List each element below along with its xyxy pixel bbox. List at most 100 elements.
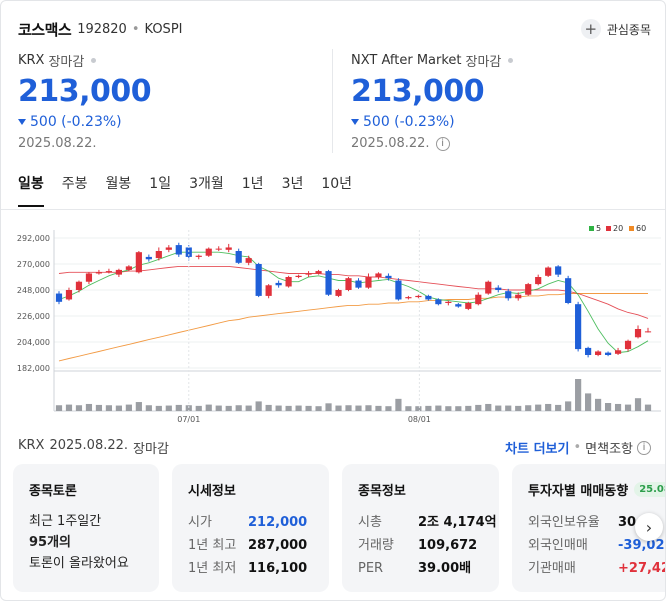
volume-bar (265, 404, 272, 411)
row-key: 거래량 (358, 538, 394, 553)
row-value: 39.00배 (418, 561, 472, 576)
candle-body (165, 247, 172, 250)
volume-bar (345, 405, 352, 411)
legend-swatch (589, 226, 594, 231)
candlestick-chart[interactable]: 292,000 270,000 248,000 226,000 204,000 182,0… (1, 216, 665, 428)
volume-bar (145, 405, 152, 411)
investor-trend-card[interactable]: 투자자별 매매동향 25.08 외국인보유율30.19 외국인매매-39,02 … (512, 464, 666, 592)
candle-body (545, 267, 552, 276)
candle-body (265, 285, 272, 296)
card-title: 종목정보 (358, 484, 406, 499)
tab-3year[interactable]: 3년 (281, 176, 304, 192)
tab-weekly[interactable]: 주봉 (61, 176, 88, 192)
chart-meta: KRX 2025.08.22. 장마감 (18, 438, 169, 457)
volume-bar (65, 404, 73, 411)
candle-body (425, 295, 432, 300)
candle-body (205, 248, 212, 256)
next-arrow-button[interactable]: › (635, 513, 663, 541)
volume-bar (275, 405, 282, 411)
krx-price-panel: KRX 장마감 213,000 500 (-0.23%) 2025.08.22. (18, 51, 152, 151)
volume-bar (634, 398, 642, 411)
candle-body (295, 275, 302, 277)
candle-body (105, 271, 113, 273)
volume-bar (195, 405, 202, 411)
y-tick-label: 226,000 (17, 312, 50, 321)
y-tick-label: 270,000 (17, 260, 50, 269)
tab-3month[interactable]: 3개월 (189, 176, 224, 192)
candle-body (255, 264, 262, 296)
candle-body (455, 304, 462, 307)
candle-body (485, 281, 492, 294)
volume-bar (205, 404, 212, 411)
volume-bar (624, 404, 632, 411)
tab-daily[interactable]: 일봉 (18, 173, 44, 207)
stock-name[interactable]: 코스맥스 (18, 20, 72, 39)
volume-bar (455, 406, 462, 411)
info-row: 1년 최고 287,000 (188, 534, 313, 557)
row-value: +27,42 (618, 561, 666, 576)
tabs-divider (1, 209, 665, 210)
volume-bar (295, 405, 302, 411)
volume-bar (415, 406, 422, 411)
krx-source-row: KRX 장마감 (18, 51, 151, 70)
separator-dot: • (573, 440, 582, 455)
volume-bar (555, 404, 562, 411)
stock-info-card[interactable]: 종목정보 시총 2조 4,174억 거래량 109,672 PER 39.00배 (342, 464, 499, 592)
candle-body (215, 248, 222, 250)
volume-bar (475, 404, 482, 411)
candle-body (495, 287, 502, 290)
discussion-card[interactable]: 종목토론 최근 1주일간 95개의 토론이 올라왔어요 (13, 464, 159, 592)
candle-body (355, 280, 362, 288)
separator-dot: • (131, 21, 140, 37)
krx-price: 213,000 (18, 74, 152, 109)
volume-bar (325, 403, 332, 411)
candle-body (95, 272, 103, 274)
candle-body (225, 247, 232, 250)
row-key: 시총 (358, 515, 382, 530)
volume-bar (175, 404, 182, 411)
nxt-change: 500 (-0.23%) (363, 114, 455, 130)
tab-1year[interactable]: 1년 (241, 176, 264, 192)
candle-body (585, 347, 592, 355)
candle-body (445, 301, 452, 303)
market-info-card[interactable]: 시세정보 시가 212,000 1년 최고 287,000 1년 최저 116,100 (172, 464, 329, 592)
volume-bar (395, 398, 402, 411)
candle-body (535, 277, 542, 285)
tab-1day[interactable]: 1일 (149, 176, 172, 192)
candle-body (614, 350, 622, 354)
tab-10year[interactable]: 10년 (321, 176, 353, 192)
tab-monthly[interactable]: 월봉 (105, 176, 132, 192)
disclaimer-link[interactable]: 면책조항 (585, 442, 633, 457)
candle-body (145, 256, 152, 260)
nxt-status: 장마감 (465, 55, 502, 70)
nxt-change-row: 500 (-0.23%) (351, 114, 513, 130)
candle-body (195, 255, 202, 257)
volume-bar (125, 404, 132, 411)
candle-body (435, 299, 442, 305)
volume-bar (155, 405, 162, 411)
volume-bar (225, 405, 232, 411)
info-icon[interactable]: i (435, 136, 450, 151)
row-key: 기관매매 (528, 561, 576, 576)
volume-bar (644, 404, 652, 411)
candle-body (115, 269, 122, 275)
nxt-source-row: NXT After Market 장마감 (351, 51, 514, 70)
candle-body (594, 351, 602, 355)
candle-body (624, 340, 632, 350)
ma20-line (58, 265, 649, 319)
date-badge: 25.08 (634, 482, 665, 497)
row-value: 2조 4,174억 (418, 515, 497, 530)
info-icon[interactable]: i (637, 440, 651, 455)
volume-bar (185, 405, 192, 411)
candle-body (65, 290, 73, 300)
nxt-price-panel: NXT After Market 장마감 213,000 500 (-0.23%… (351, 51, 514, 151)
info-row: 1년 최저 116,100 (188, 557, 313, 580)
stock-header: 코스맥스 192820 • KOSPI + 관심종목 (18, 15, 651, 43)
period-tabs: 일봉 주봉 월봉 1일 3개월 1년 3년 10년 (18, 173, 370, 207)
volume-bar (365, 405, 372, 411)
price-divider (332, 49, 333, 153)
legend-label: 60 (636, 224, 646, 233)
chart-more-link[interactable]: 차트 더보기 (505, 442, 570, 457)
favorite-button[interactable]: + 관심종목 (580, 19, 651, 39)
